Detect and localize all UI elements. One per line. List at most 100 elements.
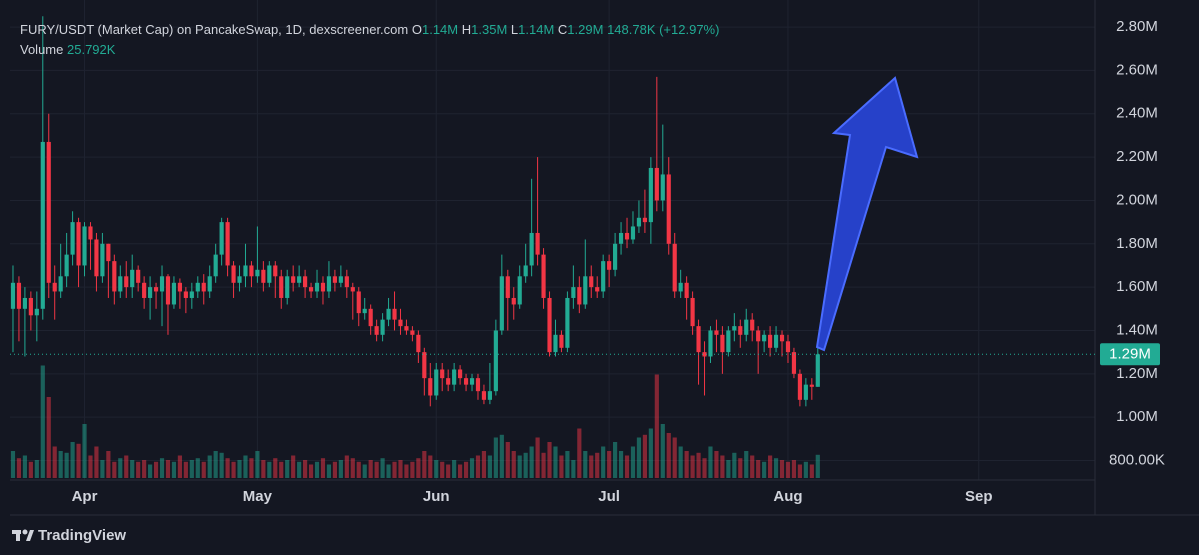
volume-bar — [100, 460, 105, 478]
volume-bar — [660, 424, 665, 478]
candle-body — [791, 352, 797, 374]
last-price-box — [1100, 343, 1160, 366]
volume-bar — [112, 461, 117, 478]
candle-body — [16, 282, 22, 309]
candle-body — [517, 276, 522, 305]
volume-bar — [314, 461, 320, 478]
ohlc-value: 1.14M — [518, 22, 555, 37]
annotation-arrow — [815, 76, 919, 352]
candle-body — [589, 276, 594, 288]
volume-bar — [338, 460, 343, 478]
candle-body — [34, 308, 39, 316]
y-tick-label: 800.00K — [1109, 451, 1165, 468]
candle-body — [613, 243, 618, 270]
volume-bar — [320, 458, 326, 478]
volume-bar — [34, 460, 39, 478]
volume-bar — [696, 452, 701, 478]
volume-bar — [303, 460, 308, 478]
candle-body — [64, 254, 69, 277]
volume-bar — [297, 461, 302, 478]
volume-bar — [183, 461, 188, 478]
last-price-label: 1.29M — [1109, 345, 1151, 362]
candle-body — [88, 226, 93, 240]
volume-bar — [756, 460, 761, 478]
volume-bar — [70, 442, 75, 478]
candle-body — [499, 276, 504, 331]
volume-bar — [511, 451, 516, 478]
brand[interactable]: TradingView — [38, 527, 127, 544]
candle-body — [469, 378, 475, 385]
volume-bar — [106, 451, 111, 478]
candle-body — [636, 217, 642, 227]
volume-bar — [446, 464, 451, 478]
volume-bar — [791, 460, 797, 478]
volume-bar — [517, 455, 522, 478]
x-tick-label: Apr — [72, 488, 98, 505]
volume-bar — [762, 461, 767, 478]
candle-body — [714, 330, 719, 335]
candle-body — [738, 326, 743, 335]
volume-bar — [779, 460, 785, 478]
candle-body — [291, 276, 296, 283]
volume-bar — [434, 460, 439, 478]
candle-body — [505, 276, 510, 298]
candle-body — [279, 276, 284, 298]
ohlc-value: 1.29M — [567, 22, 604, 37]
volume-bar — [678, 446, 683, 478]
volume-bar — [52, 446, 57, 478]
volume-bar — [672, 437, 677, 478]
volume-bar — [738, 458, 743, 478]
candle-body — [326, 276, 332, 292]
volume-bar — [642, 434, 647, 478]
volume-bar — [267, 461, 272, 478]
volume-bar — [136, 461, 141, 478]
candle-body — [177, 282, 182, 292]
candle-body — [642, 217, 647, 223]
volume-bar — [148, 464, 153, 478]
volume-bar — [714, 451, 719, 478]
candle-body — [797, 373, 802, 400]
candle-body — [523, 265, 528, 277]
volume-bar — [732, 452, 737, 478]
volume-bar — [768, 455, 773, 478]
candle-body — [201, 282, 206, 292]
volume-bar — [684, 451, 689, 478]
candle-body — [297, 276, 302, 283]
candle-body — [773, 334, 779, 348]
candle-body — [362, 308, 367, 314]
ohlc-name: H — [461, 22, 472, 37]
candle-body — [159, 276, 165, 292]
volume-bar — [380, 458, 385, 478]
volume-bar — [82, 424, 87, 478]
candle-body — [720, 334, 725, 353]
volume-bar — [350, 458, 355, 478]
volume-bar — [159, 458, 165, 478]
volume-bar — [279, 461, 284, 478]
volume-bar — [589, 455, 594, 478]
ohlc-name: C — [557, 22, 568, 37]
volume-bar — [237, 460, 242, 478]
volume-bar — [487, 455, 492, 478]
volume-bar — [458, 464, 463, 478]
candle-body — [726, 330, 731, 353]
y-tick-label: 2.20M — [1116, 148, 1158, 165]
candle-body — [475, 378, 481, 392]
candle-body — [285, 276, 290, 298]
candle-body — [58, 276, 63, 292]
volume-bar — [440, 461, 445, 478]
volume-bar — [475, 455, 481, 478]
volume-bar — [797, 464, 802, 478]
volume-bar — [469, 458, 475, 478]
ohlc-row: FURY/USDT (Market Cap) on PancakeSwap, 1… — [20, 20, 719, 40]
candle-body — [255, 269, 260, 277]
volume-bar — [452, 460, 457, 478]
candle-body — [118, 276, 123, 292]
candle-body — [660, 174, 665, 201]
candle-body — [624, 232, 630, 240]
volume-bar — [493, 437, 498, 478]
candle-body — [225, 222, 230, 266]
volume-bar — [368, 460, 373, 478]
candle-body — [434, 369, 439, 396]
volume-bar — [535, 437, 540, 478]
y-tick-label: 2.00M — [1116, 191, 1158, 208]
